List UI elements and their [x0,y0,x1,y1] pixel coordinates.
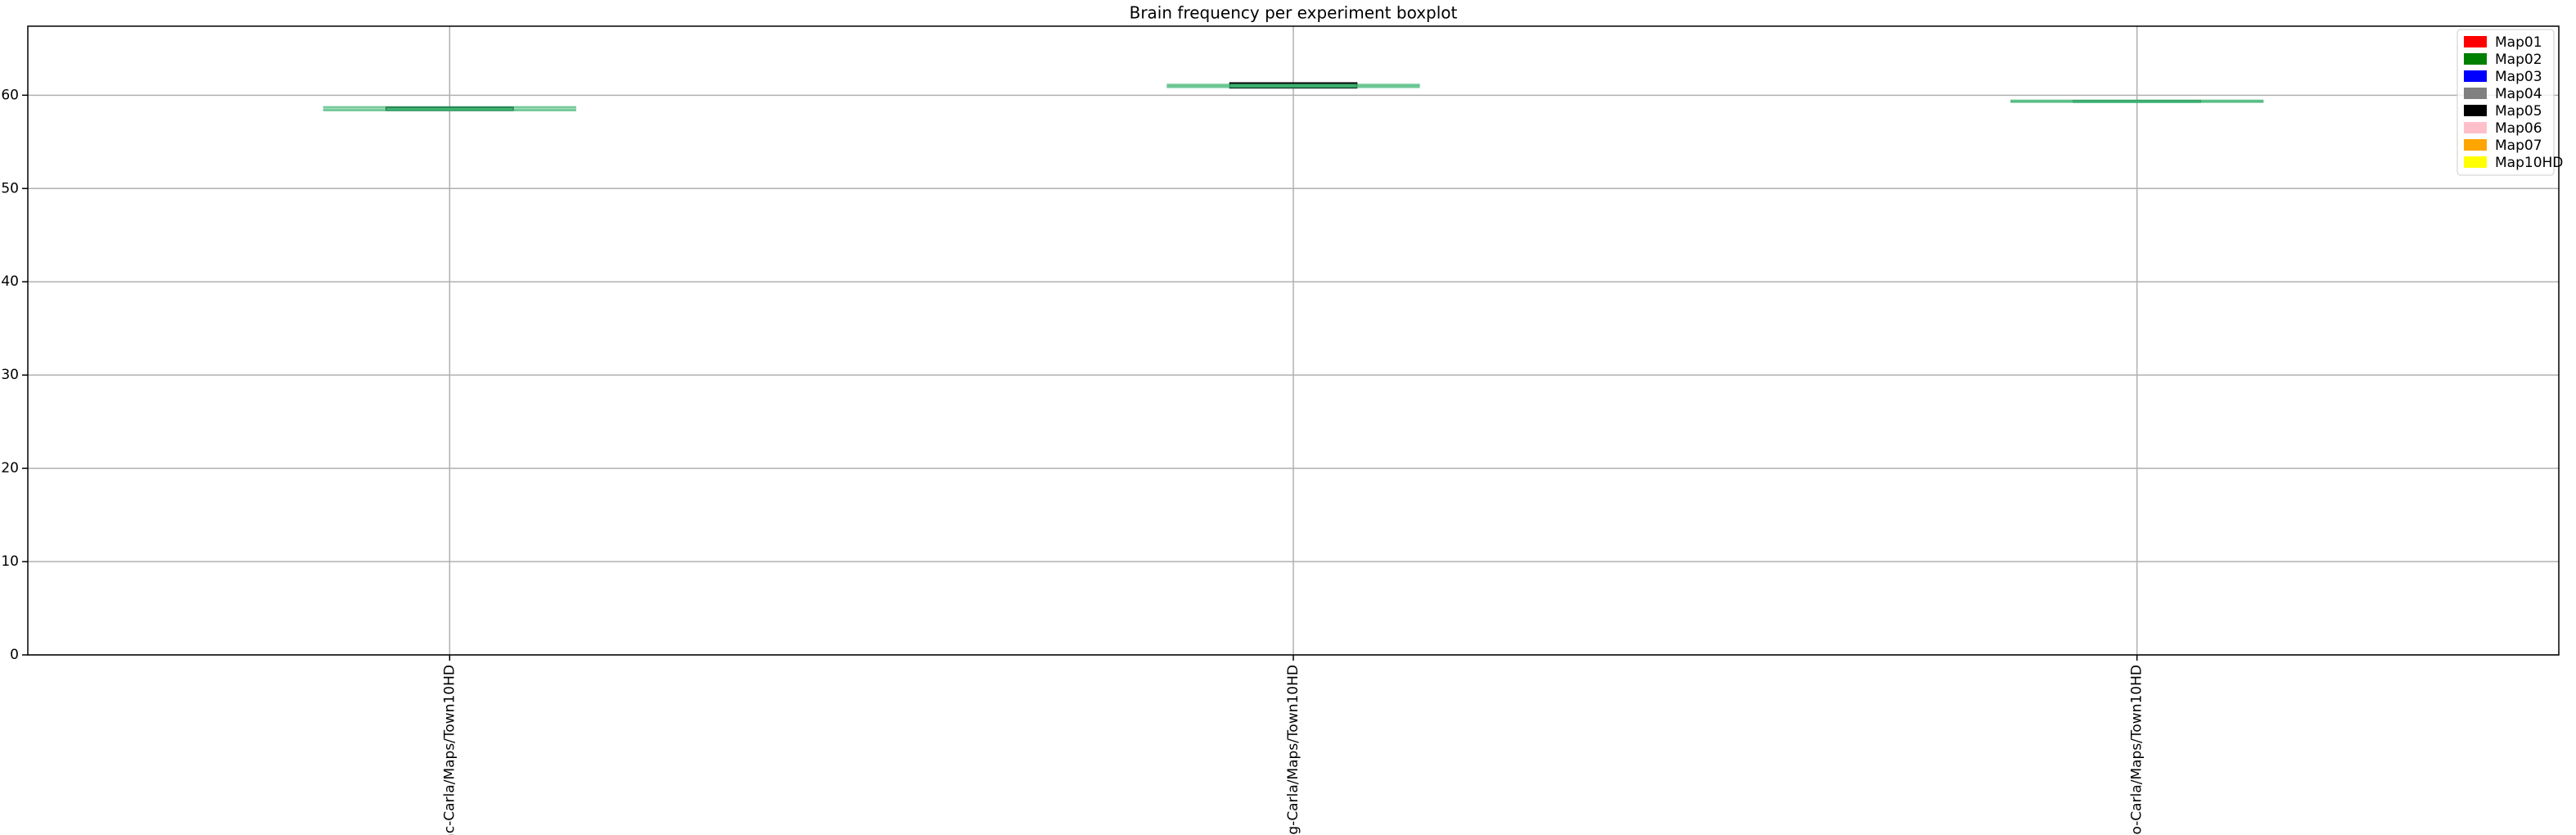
legend-swatch [2464,53,2487,65]
y-tick-label: 20 [1,460,19,476]
legend-swatch [2464,36,2487,47]
legend-label: Map04 [2495,86,2542,102]
legend-frame [2456,29,2555,176]
legend-label: Map06 [2495,120,2542,137]
legend-swatch [2464,122,2487,133]
legend-swatch [2464,70,2487,82]
plot-frame [27,25,2560,656]
y-tick-label: 40 [1,273,19,290]
legend-swatch [2464,139,2487,151]
legend-label: Map01 [2495,34,2542,51]
legend-swatch [2464,88,2487,99]
legend-label: Map07 [2495,138,2542,154]
x-tick-label: sac-Carla/Maps/Town10HD [441,665,458,835]
x-tick-label: ddpg-Carla/Maps/Town10HD [1285,665,1302,835]
y-tick-label: 50 [1,180,19,196]
x-tick-label: ppo-Carla/Maps/Town10HD [2129,665,2145,835]
legend-swatch [2464,105,2487,116]
y-tick-label: 30 [1,367,19,383]
y-tick-label: 10 [1,553,19,570]
legend-label: Map05 [2495,103,2542,120]
y-tick-label: 0 [10,647,19,663]
legend-label: Map02 [2495,52,2542,68]
legend-label: Map03 [2495,69,2542,85]
chart-title: Brain frequency per experiment boxplot [1130,3,1458,23]
legend-label: Map10HD [2495,155,2563,171]
legend-swatch [2464,156,2487,168]
y-tick-label: 60 [1,87,19,103]
